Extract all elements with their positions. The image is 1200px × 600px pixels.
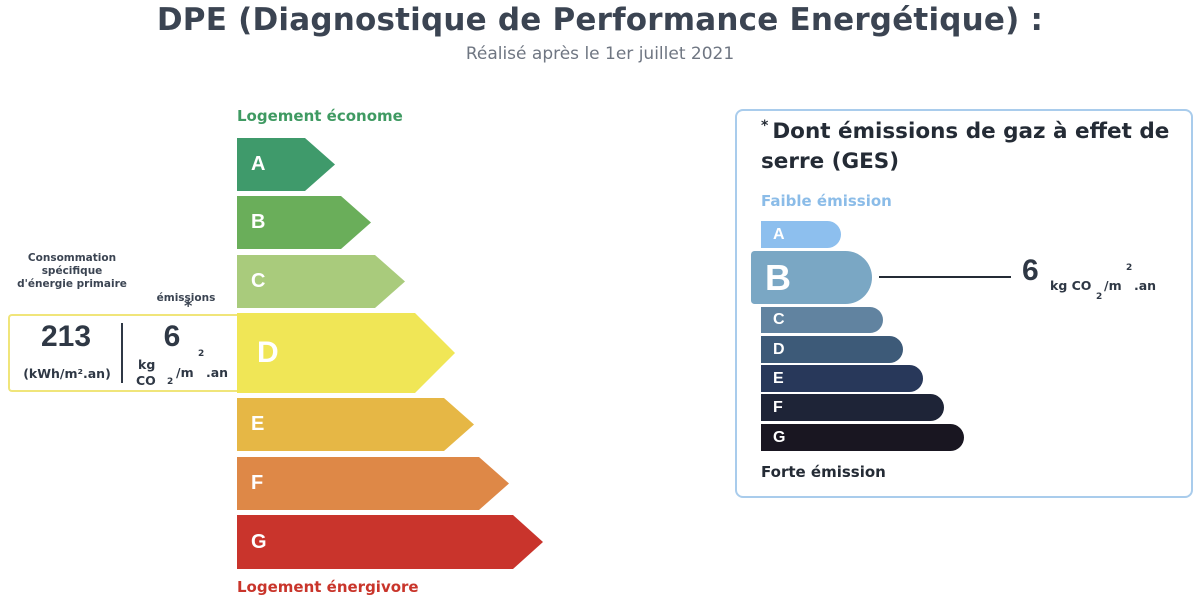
value-separator xyxy=(121,323,123,383)
consumption-value: 213 xyxy=(40,320,92,353)
emissions-unit: kg CO 2 /m 2 .an xyxy=(134,349,238,389)
ges-class-b: B xyxy=(751,251,872,304)
dpe-class-b: B xyxy=(237,196,371,249)
ges-top-label: Faible émission xyxy=(761,192,892,210)
ges-class-e: E xyxy=(761,365,923,392)
emissions-unit-per-m: /m xyxy=(176,365,194,380)
ges-unit: kg CO 2 /m 2 .an xyxy=(1048,262,1178,302)
page-subtitle: Réalisé après le 1er juillet 2021 xyxy=(465,44,735,64)
ges-value: 6 xyxy=(1022,254,1039,287)
page-title: DPE (Diagnostique de Performance Energét… xyxy=(156,2,1044,38)
ges-class-g: G xyxy=(761,424,964,451)
emissions-unit-sub: 2 xyxy=(167,377,174,387)
dpe-class-f: F xyxy=(237,457,509,510)
consumption-unit: (kWh/m².an) xyxy=(23,366,111,381)
ges-unit-per-m: /m xyxy=(1104,278,1122,293)
ges-class-a: A xyxy=(761,221,841,248)
dpe-class-a: A xyxy=(237,138,335,191)
ges-class-c: C xyxy=(761,307,883,333)
emissions-caption: émissions xyxy=(156,292,216,304)
ges-pointer-line xyxy=(879,276,1011,278)
dpe-bottom-label: Logement énergivore xyxy=(237,578,419,596)
dpe-class-c: C xyxy=(237,255,405,308)
dpe-class-e: E xyxy=(237,398,474,451)
emissions-value: 6 xyxy=(163,320,181,353)
ges-title: * Dont émissions de gaz à effet de serre … xyxy=(761,118,1181,175)
emissions-unit-sup: 2 xyxy=(198,349,205,359)
ges-unit-kg: kg CO xyxy=(1050,278,1092,293)
dpe-top-label: Logement économe xyxy=(237,107,403,125)
ges-unit-an: .an xyxy=(1134,278,1157,293)
consumption-caption: Consommation spécifique d'énergie primai… xyxy=(17,252,127,290)
ges-title-text: Dont émissions de gaz à effet de serre (… xyxy=(761,119,1170,174)
emissions-star: * xyxy=(184,296,193,315)
ges-class-d: D xyxy=(761,336,903,363)
ges-unit-sub: 2 xyxy=(1096,292,1103,302)
dpe-value-box xyxy=(8,314,238,392)
emissions-unit-kg: kg xyxy=(138,357,156,372)
dpe-class-d: D xyxy=(237,313,455,393)
ges-bottom-label: Forte émission xyxy=(761,463,886,481)
ges-class-f: F xyxy=(761,394,944,421)
emissions-unit-co: CO xyxy=(136,373,156,388)
emissions-unit-an: .an xyxy=(206,365,229,380)
dpe-class-g: G xyxy=(237,515,543,569)
ges-title-star: * xyxy=(761,118,769,134)
ges-unit-sup: 2 xyxy=(1126,263,1133,273)
